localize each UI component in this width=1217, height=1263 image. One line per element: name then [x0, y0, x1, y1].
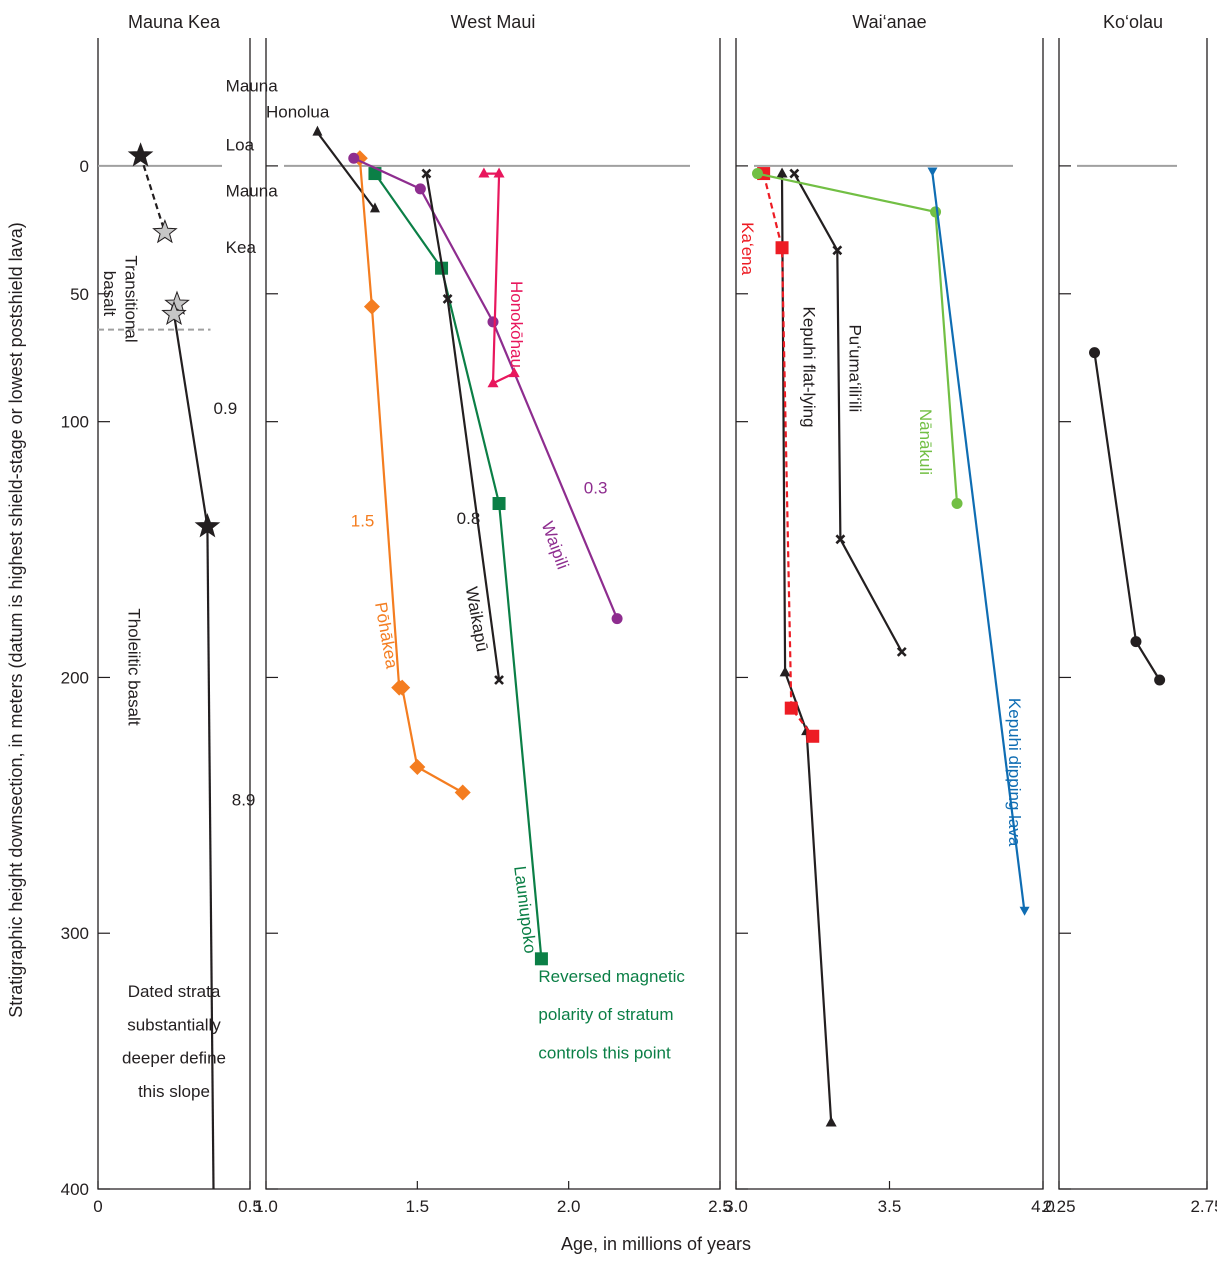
marker-p1-s3-3 — [612, 613, 623, 624]
x-axis-title: Age, in millions of years — [561, 1234, 751, 1254]
marker-p1-s3-2 — [488, 316, 499, 327]
marker-p2-s3-0 — [752, 168, 763, 179]
annotation-p2-2: Pu‘uma‘ili‘ili — [846, 324, 865, 412]
y-tick-label-4: 300 — [61, 924, 89, 943]
marker-p3-s0-0 — [1089, 347, 1100, 358]
marker-p0-s4-0 — [129, 144, 152, 166]
marker-p1-s1-3 — [394, 680, 410, 696]
marker-p2-s2-0 — [790, 170, 798, 178]
panel-3: Ko‘olau 2.25 2.75 — [1042, 12, 1217, 1216]
x-tick-label-p1-1: 1.5 — [406, 1197, 430, 1216]
marker-p1-s2-3 — [535, 952, 548, 965]
annotation-p0-5: basalt — [100, 271, 119, 317]
marker-p2-s1-3 — [806, 730, 819, 743]
annotation-p1-0: Honolua — [266, 102, 330, 121]
annotation-p0-8: 8.9 — [232, 790, 256, 809]
annotation-p0-0: Mauna — [226, 77, 279, 96]
series-line-p1-4 — [426, 174, 499, 680]
annotation-p0-11: deeper define — [122, 1049, 226, 1068]
series-line-p1-1 — [360, 158, 463, 792]
x-tick-label-p1-2: 2.0 — [557, 1197, 581, 1216]
panel-title-1: West Maui — [451, 12, 536, 32]
annotation-p1-10: polarity of stratum — [538, 1005, 673, 1024]
marker-p2-s4-1 — [1020, 907, 1030, 916]
marker-p2-s1-1 — [776, 241, 789, 254]
annotation-p2-0: Ka‘ena — [738, 222, 757, 275]
x-tick-label-p3-0: 2.25 — [1042, 1197, 1075, 1216]
x-tick-label-p3-1: 2.75 — [1190, 1197, 1217, 1216]
annotation-p1-11: controls this point — [538, 1044, 671, 1063]
marker-p2-s4-0 — [927, 168, 937, 177]
y-axis-title: Stratigraphic height downsection, in met… — [6, 222, 26, 1017]
annotation-p0-1: Loa — [226, 136, 255, 155]
annotation-p0-9: Dated strata — [128, 982, 221, 1001]
y-tick-label-3: 200 — [61, 668, 89, 687]
series-line-p0-2 — [141, 156, 165, 233]
series-line-p3-0 — [1095, 353, 1160, 680]
panel-title-3: Ko‘olau — [1103, 12, 1163, 32]
annotation-p1-2: Waipili — [538, 519, 573, 572]
y-tick-label-1: 0 — [80, 157, 89, 176]
x-tick-label-p1-0: 1.0 — [254, 1197, 278, 1216]
annotation-p0-2: Mauna — [226, 182, 279, 201]
panel-1: West Maui 1.0 1.5 2.0 2.5 Honolua Honokōhau Wai… — [254, 12, 732, 1216]
annotation-p1-6: 0.8 — [457, 509, 481, 528]
marker-p2-s0-0 — [777, 168, 788, 178]
marker-p1-s3-1 — [415, 183, 426, 194]
annotation-p1-5: Pōhākea — [371, 601, 401, 671]
marker-p2-s3-1 — [930, 206, 941, 217]
x-tick-label-p2-0: 3.0 — [724, 1197, 748, 1216]
marker-p2-s3-2 — [952, 498, 963, 509]
marker-p1-s1-1 — [364, 299, 380, 315]
marker-p1-s5-3 — [509, 367, 520, 377]
annotation-p2-1: Kepuhi flat-lying — [800, 307, 819, 428]
marker-p2-s0-3 — [826, 1116, 837, 1126]
marker-p3-s0-1 — [1130, 636, 1141, 647]
marker-p1-s2-2 — [493, 497, 506, 510]
x-tick-label-p0-0: 0 — [93, 1197, 102, 1216]
annotation-p0-7: Tholeiitic basalt — [124, 608, 143, 725]
panel-2: Wai‘anae 3.0 3.5 4.0 Ka‘ena Kepuhi flat-lying… — [724, 12, 1055, 1216]
y-tick-label-2: 100 — [61, 413, 89, 432]
marker-p2-s1-2 — [785, 702, 798, 715]
annotation-p1-4: 1.5 — [351, 512, 375, 531]
annotation-p0-6: 0.9 — [214, 399, 238, 418]
annotation-p0-12: this slope — [138, 1082, 210, 1101]
marker-p1-s0-0 — [312, 126, 322, 136]
marker-p1-s3-0 — [348, 153, 359, 164]
series-line-p1-0 — [318, 133, 376, 210]
annotation-p1-3: 0.3 — [584, 478, 608, 497]
y-tick-label-0: 50 — [70, 285, 89, 304]
y-tick-label-5: 400 — [61, 1180, 89, 1199]
marker-p2-s2-3 — [898, 648, 906, 656]
annotation-p1-8: Launiupoko — [510, 865, 540, 955]
annotation-p2-4: Kepuhi dipping lava — [1005, 698, 1024, 847]
marker-p1-s1-4 — [409, 759, 425, 775]
annotation-p1-9: Reversed magnetic — [538, 967, 685, 986]
annotation-p0-10: substantially — [127, 1015, 221, 1034]
annotation-p0-4: Transitional — [121, 255, 140, 342]
marker-p0-s5-0 — [154, 220, 177, 242]
annotation-p1-1: Honokōhau — [507, 281, 526, 368]
annotation-p0-3: Kea — [226, 238, 257, 257]
annotation-p2-3: Nānākuli — [916, 409, 935, 475]
series-line-p0-1 — [174, 314, 207, 526]
panels: Mauna Kea5001002003004000 0.5MaunaLoaMaun… — [61, 12, 1217, 1216]
series-line-p2-1 — [764, 174, 813, 737]
panel-title-2: Wai‘anae — [852, 12, 926, 32]
panel-title-0: Mauna Kea — [128, 12, 221, 32]
series-line-p1-3 — [354, 158, 617, 618]
x-tick-label-p2-1: 3.5 — [878, 1197, 902, 1216]
marker-p2-s0-1 — [780, 666, 791, 676]
marker-p1-s1-5 — [455, 785, 471, 801]
marker-p3-s0-2 — [1154, 675, 1165, 686]
